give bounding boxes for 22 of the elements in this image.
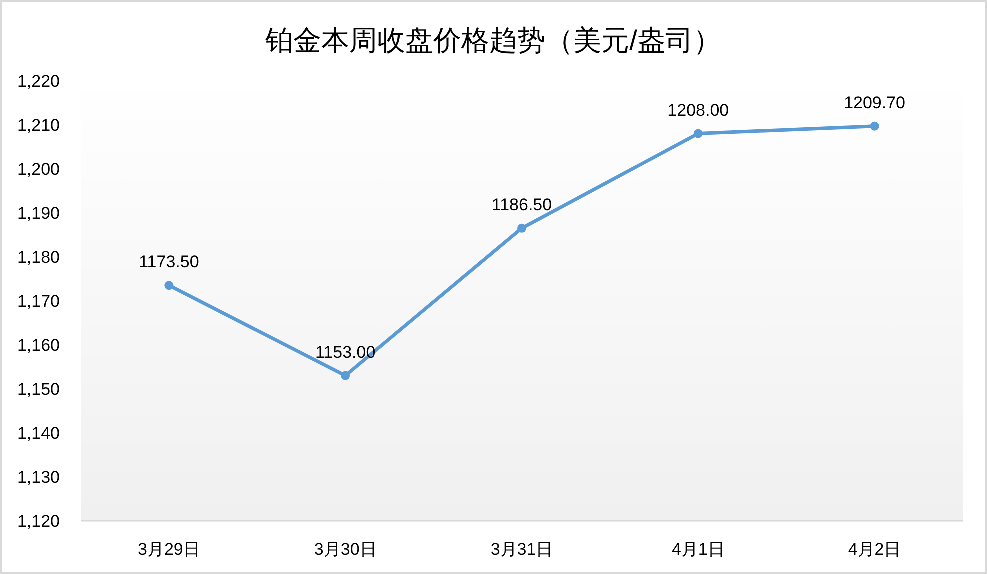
title: 铂金本周收盘价格趋势（美元/盎司） [266, 25, 722, 56]
x-tick-label: 4月1日 [672, 540, 725, 559]
y-tick-label: 1,170 [17, 292, 60, 311]
data-label: 1153.00 [316, 342, 376, 362]
x-tick-label: 3月29日 [138, 540, 200, 559]
y-tick-label: 1,200 [17, 160, 60, 179]
y-tick-label: 1,210 [17, 116, 60, 135]
data-label: 1208.00 [668, 100, 730, 120]
y-tick-label: 1,160 [17, 336, 60, 355]
y-tick-label: 1,140 [17, 424, 60, 443]
y-tick-label: 1,120 [17, 512, 60, 531]
data-label: 1173.50 [139, 252, 200, 272]
y-tick-label: 1,190 [17, 204, 60, 223]
y-tick-label: 1,180 [17, 248, 60, 267]
x-tick-label: 3月30日 [314, 540, 377, 559]
x-tick-label: 4月2日 [848, 540, 902, 559]
x-tick-label: 3月31日 [490, 540, 554, 559]
data-label: 1209.70 [844, 93, 906, 112]
data-label: 1186.50 [492, 195, 552, 214]
y-tick-label: 1,130 [17, 468, 60, 487]
y-tick-label: 1,220 [17, 72, 60, 91]
y-tick-label: 1,150 [17, 380, 60, 399]
